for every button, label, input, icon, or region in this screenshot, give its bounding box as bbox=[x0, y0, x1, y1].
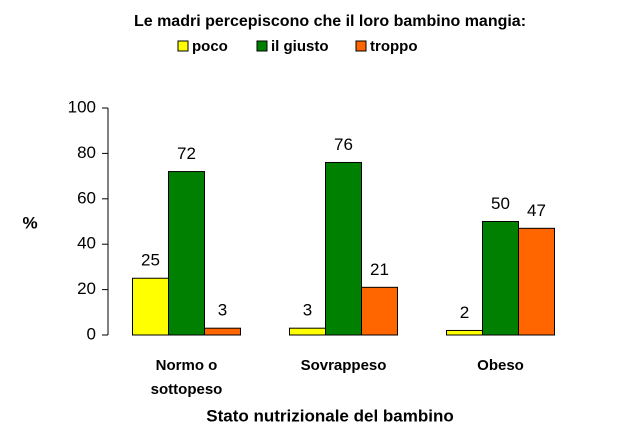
y-axis-label: % bbox=[22, 213, 37, 232]
legend-swatch bbox=[256, 40, 268, 52]
y-tick-label: 40 bbox=[77, 234, 96, 253]
bar bbox=[446, 329, 483, 336]
bar bbox=[168, 171, 205, 336]
y-tick-label: 20 bbox=[77, 279, 96, 298]
data-label: 3 bbox=[303, 301, 312, 320]
y-tick-label: 60 bbox=[77, 188, 96, 207]
legend-label: troppo bbox=[370, 38, 417, 55]
data-label: 47 bbox=[527, 201, 546, 220]
x-tick-label: Obeso bbox=[477, 357, 524, 374]
legend-swatch bbox=[177, 40, 189, 52]
bar bbox=[132, 277, 169, 336]
legend-swatch bbox=[355, 40, 367, 52]
legend-label: poco bbox=[192, 38, 228, 55]
y-tick-label: 80 bbox=[77, 143, 96, 162]
data-label: 2 bbox=[460, 303, 469, 322]
bar bbox=[518, 227, 555, 336]
x-tick-label: Sovrappeso bbox=[300, 357, 387, 374]
chart-title: Le madri percepiscono che il loro bambin… bbox=[134, 13, 526, 30]
x-tick-label: Normo o sottopeso bbox=[150, 357, 223, 398]
data-label: 50 bbox=[491, 194, 510, 213]
bar bbox=[325, 161, 362, 336]
bar bbox=[482, 221, 519, 336]
bar bbox=[361, 286, 398, 336]
legend-label: il giusto bbox=[271, 38, 329, 55]
data-label: 25 bbox=[141, 251, 160, 270]
data-label: 72 bbox=[177, 144, 196, 163]
data-label: 21 bbox=[370, 260, 389, 279]
bar bbox=[289, 327, 326, 336]
data-label: 76 bbox=[334, 135, 353, 154]
x-axis-label: Stato nutrizionale del bambino bbox=[206, 406, 453, 425]
data-label: 3 bbox=[218, 301, 227, 320]
bar bbox=[204, 327, 241, 336]
y-tick-label: 100 bbox=[68, 97, 96, 116]
y-tick-label: 0 bbox=[87, 324, 96, 343]
